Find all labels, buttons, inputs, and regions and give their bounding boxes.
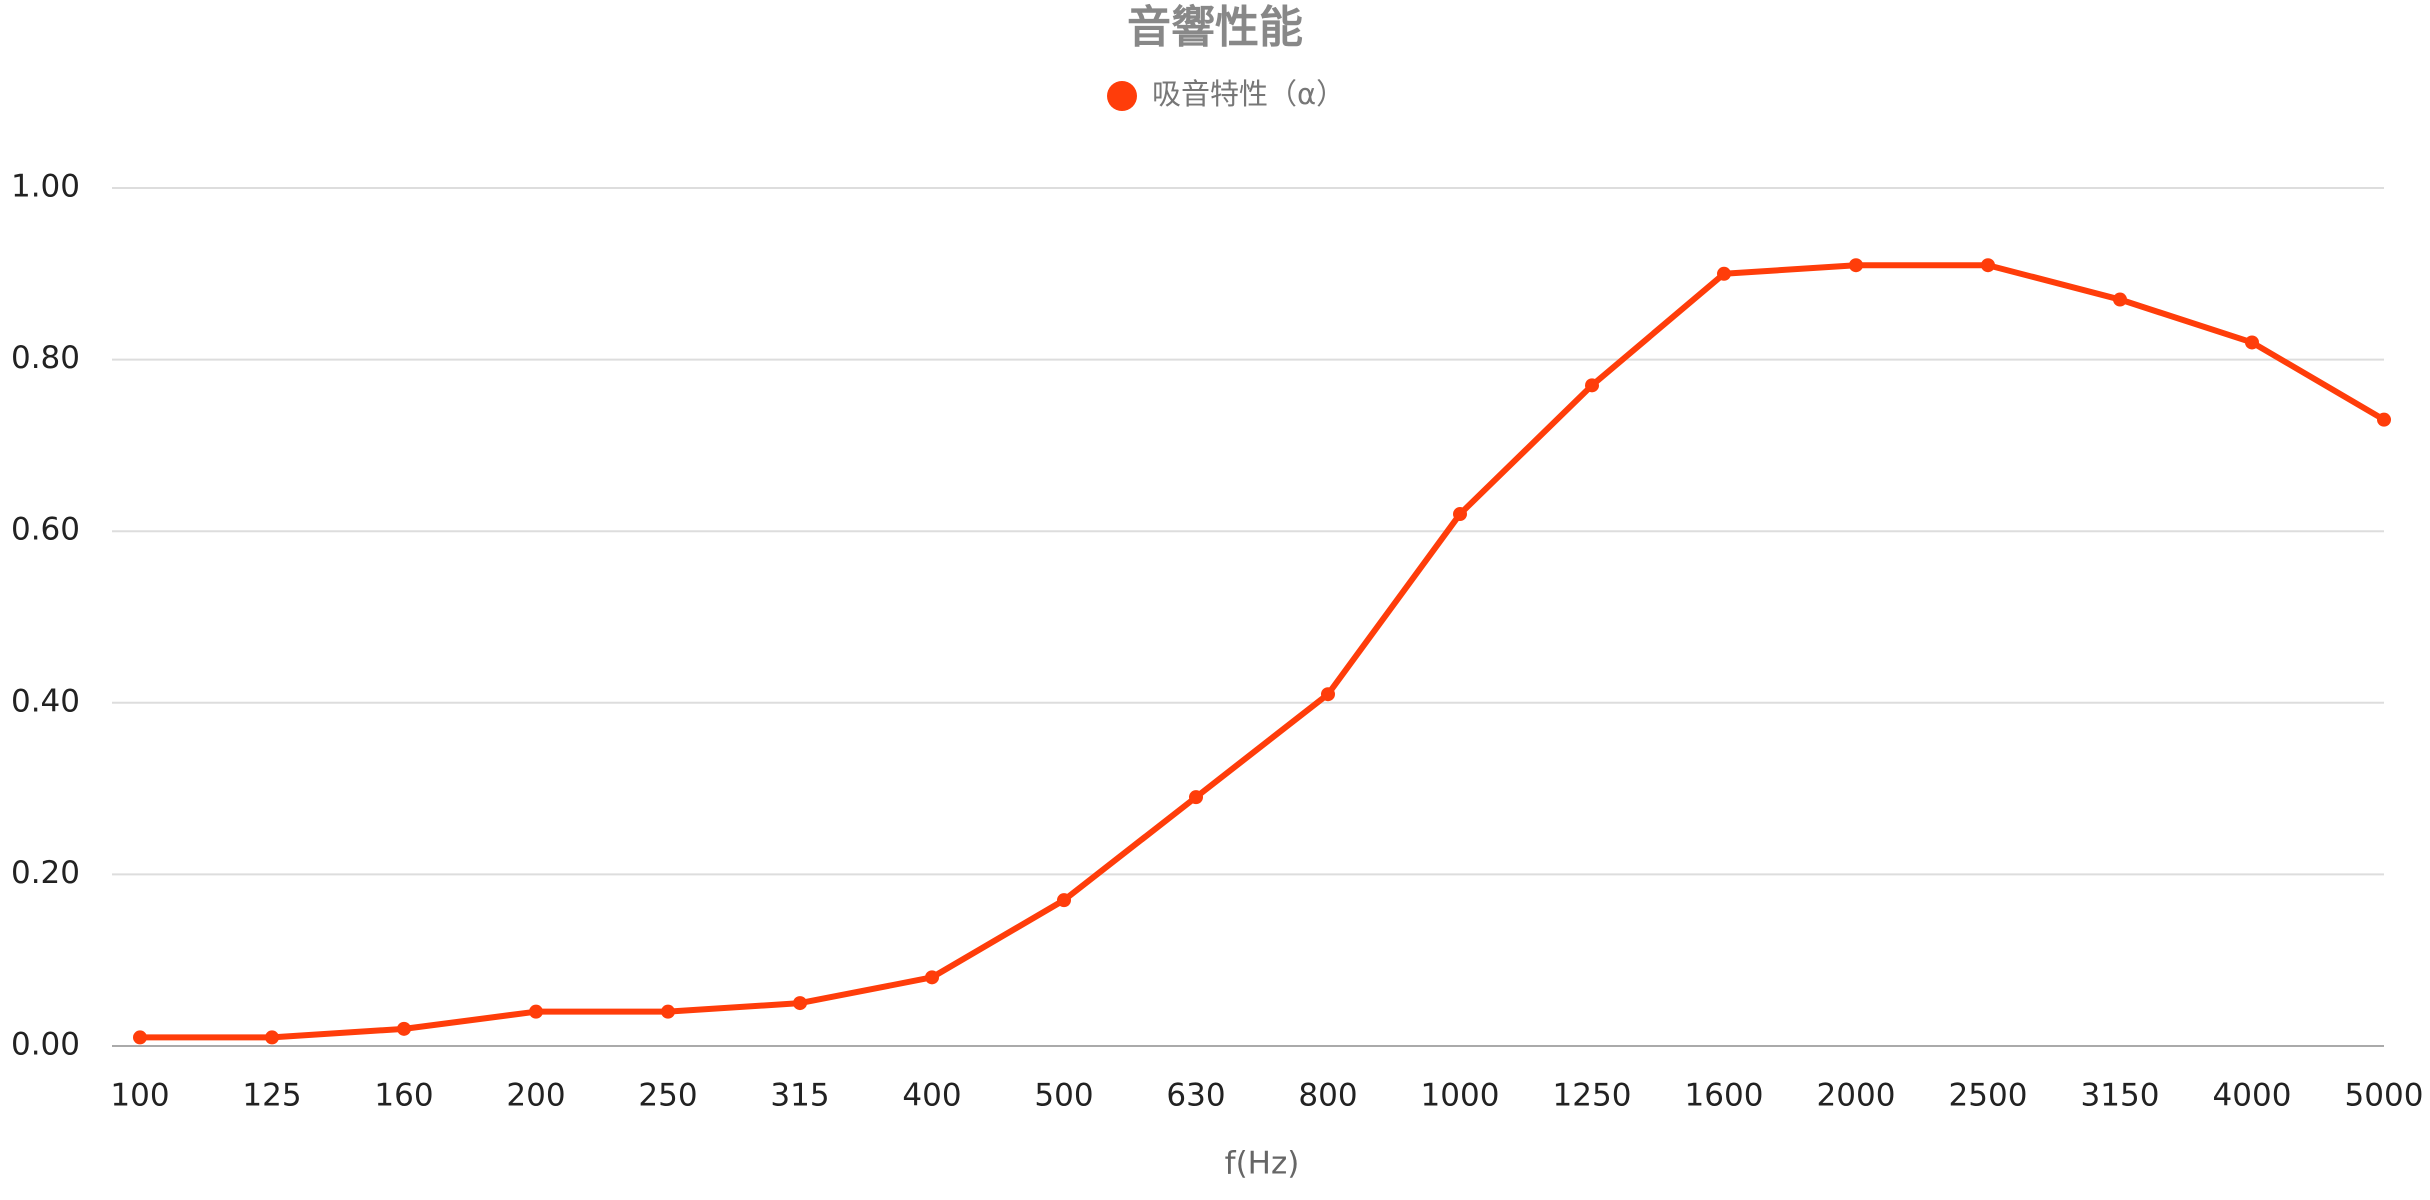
data-point xyxy=(1585,378,1599,393)
data-point xyxy=(1981,258,1995,273)
y-tick-label: 1.00 xyxy=(11,169,80,205)
data-point xyxy=(2377,412,2391,427)
data-point xyxy=(1189,790,1203,805)
data-point xyxy=(265,1030,279,1045)
x-axis-label: f(Hz) xyxy=(1225,1146,1300,1182)
x-tick-label: 315 xyxy=(770,1078,829,1114)
x-tick-label: 250 xyxy=(638,1078,697,1114)
x-tick-label: 100 xyxy=(110,1078,169,1114)
x-tick-label: 800 xyxy=(1298,1078,1357,1114)
data-point xyxy=(661,1004,675,1019)
y-tick-label: 0.20 xyxy=(11,855,80,891)
x-tick-label: 2000 xyxy=(1817,1078,1896,1114)
x-tick-label: 2500 xyxy=(1949,1078,2028,1114)
data-point xyxy=(2113,292,2127,307)
x-tick-label: 1000 xyxy=(1421,1078,1500,1114)
legend-marker xyxy=(1107,81,1137,111)
series-line xyxy=(140,262,2386,1041)
x-tick-label: 160 xyxy=(374,1078,433,1114)
x-tick-label: 1600 xyxy=(1685,1078,1764,1114)
y-tick-label: 0.80 xyxy=(11,340,80,376)
legend-label: 吸音特性（α） xyxy=(1152,77,1345,111)
x-tick-label: 125 xyxy=(242,1078,301,1114)
data-point xyxy=(1453,507,1467,522)
x-tick-label: 5000 xyxy=(2345,1078,2424,1114)
data-point xyxy=(793,996,807,1011)
data-point xyxy=(925,970,939,985)
data-point xyxy=(1849,258,1863,273)
y-tick-label: 0.40 xyxy=(11,683,80,719)
data-point xyxy=(1057,893,1071,908)
y-tick-label: 0.00 xyxy=(11,1027,80,1063)
data-point xyxy=(397,1021,411,1036)
x-tick-label: 200 xyxy=(506,1078,565,1114)
data-point xyxy=(133,1030,147,1045)
x-tick-label: 3150 xyxy=(2081,1078,2160,1114)
y-tick-label: 0.60 xyxy=(11,512,80,548)
x-tick-label: 630 xyxy=(1166,1078,1225,1114)
data-point xyxy=(529,1004,543,1019)
data-point xyxy=(1717,266,1731,281)
x-tick-label: 400 xyxy=(902,1078,961,1114)
x-tick-label: 500 xyxy=(1034,1078,1093,1114)
x-tick-label: 4000 xyxy=(2213,1078,2292,1114)
data-point xyxy=(2245,335,2259,350)
x-tick-label: 1250 xyxy=(1553,1078,1632,1114)
data-point xyxy=(1321,687,1335,702)
chart-title: 音響性能 xyxy=(1127,2,1303,53)
